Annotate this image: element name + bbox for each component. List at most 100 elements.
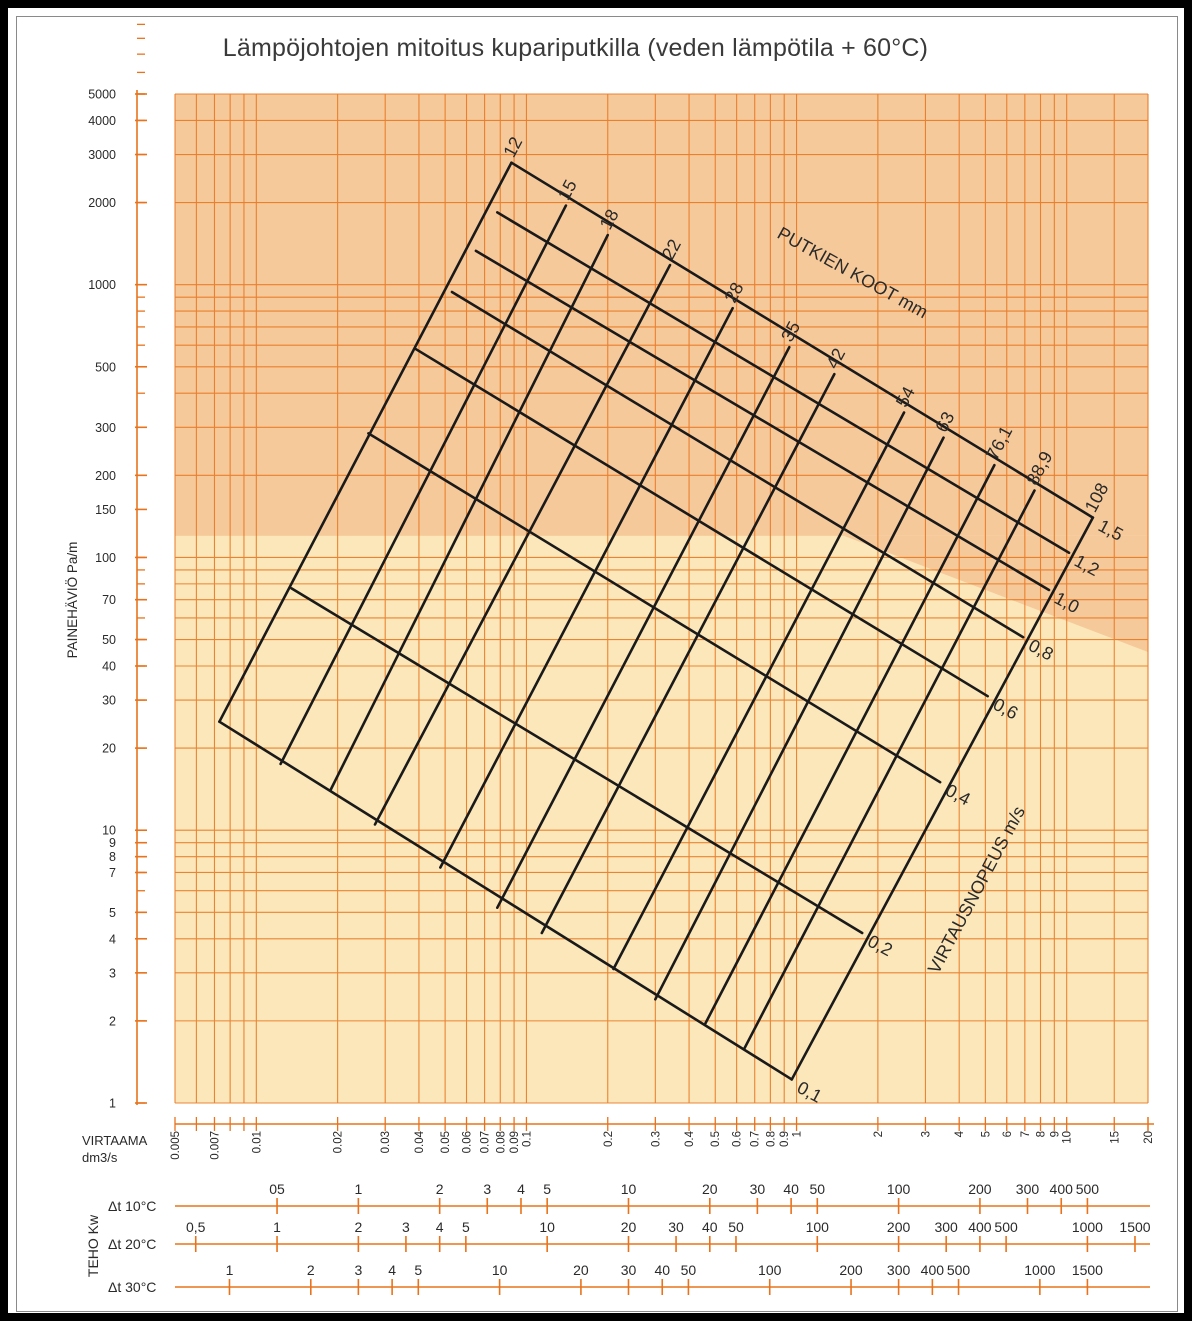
y-tick-label: 300 bbox=[95, 421, 116, 435]
x-tick-label: 0.4 bbox=[684, 1130, 696, 1147]
x-axis-label-line2: dm3/s bbox=[82, 1150, 118, 1165]
velocity-line bbox=[290, 587, 864, 935]
power-tick-label: 20 bbox=[702, 1181, 718, 1197]
x-tick-label: 2 bbox=[873, 1131, 885, 1137]
power-tick-label: 10 bbox=[539, 1219, 555, 1235]
x-tick-label: 7 bbox=[1020, 1131, 1032, 1137]
power-tick-label: 30 bbox=[668, 1219, 684, 1235]
x-tick-label: 0.5 bbox=[710, 1131, 722, 1147]
y-tick-label: 500 bbox=[95, 360, 116, 374]
power-tick-label: 10 bbox=[492, 1262, 508, 1278]
power-tick-label: 5 bbox=[414, 1262, 422, 1278]
power-tick-label: 100 bbox=[806, 1219, 830, 1235]
x-tick-label: 0.8 bbox=[765, 1131, 777, 1147]
y-tick-label: 50 bbox=[102, 633, 116, 647]
power-tick-label: 1500 bbox=[1119, 1219, 1150, 1235]
x-tick-label: 20 bbox=[1143, 1131, 1155, 1144]
power-tick-label: 0,5 bbox=[186, 1219, 206, 1235]
nomogram bbox=[218, 161, 1095, 1081]
x-tick-label: 4 bbox=[954, 1130, 966, 1137]
x-tick-label: 0.03 bbox=[380, 1131, 392, 1153]
power-tick-label: 400 bbox=[921, 1262, 945, 1278]
power-tick-label: 3 bbox=[402, 1219, 410, 1235]
power-tick-label: 4 bbox=[436, 1219, 444, 1235]
x-tick-label: 5 bbox=[980, 1131, 992, 1137]
power-tick-label: 20 bbox=[573, 1262, 589, 1278]
power-tick-label: 300 bbox=[934, 1219, 958, 1235]
y-tick-label: 40 bbox=[102, 659, 116, 673]
pipe-size-line bbox=[612, 411, 906, 971]
power-tick-label: 4 bbox=[388, 1262, 396, 1278]
y-tick-label: 4000 bbox=[88, 114, 116, 128]
power-tick-label: 50 bbox=[728, 1219, 744, 1235]
y-tick-label: 3000 bbox=[88, 148, 116, 162]
pipe-size-line bbox=[790, 516, 1095, 1081]
y-tick-label: 7 bbox=[109, 866, 116, 880]
power-tick-label: 3 bbox=[354, 1262, 362, 1278]
y-tick-label: 1000 bbox=[88, 278, 116, 292]
x-tick-label: 3 bbox=[920, 1131, 932, 1137]
grid bbox=[174, 93, 1149, 1104]
power-tick-label: 500 bbox=[994, 1219, 1018, 1235]
power-tick-label: 100 bbox=[887, 1181, 911, 1197]
power-tick-label: 400 bbox=[1050, 1181, 1074, 1197]
y-axis-label: PAINEHÄVIÖ Pa/m bbox=[65, 542, 80, 659]
y-tick-label: 70 bbox=[102, 593, 116, 607]
y-tick-label: 10 bbox=[102, 824, 116, 838]
power-tick-label: 1 bbox=[273, 1219, 281, 1235]
power-tick-label: 300 bbox=[887, 1262, 911, 1278]
pipe-size-line bbox=[218, 161, 513, 723]
power-tick-label: 1 bbox=[354, 1181, 362, 1197]
velocity-line bbox=[414, 347, 989, 698]
power-tick-label: 100 bbox=[758, 1262, 782, 1278]
x-tick-label: 0.08 bbox=[495, 1131, 507, 1153]
power-tick-label: 40 bbox=[783, 1181, 799, 1197]
power-tick-label: 2 bbox=[436, 1181, 444, 1197]
power-tick-label: 500 bbox=[1076, 1181, 1100, 1197]
pipe-size-line bbox=[742, 489, 1036, 1051]
x-tick-label: 0.06 bbox=[462, 1131, 474, 1153]
power-tick-label: 200 bbox=[839, 1262, 863, 1278]
velocity-line bbox=[450, 290, 1025, 639]
power-tick-label: 10 bbox=[621, 1181, 637, 1197]
power-tick-label: 30 bbox=[621, 1262, 637, 1278]
power-tick-label: 1500 bbox=[1072, 1262, 1103, 1278]
pipe-size-line bbox=[373, 263, 672, 826]
plot-background-wedge bbox=[844, 535, 1148, 653]
velocity-line bbox=[510, 161, 1095, 519]
pipe-size-line bbox=[654, 436, 945, 1001]
x-tick-label: 1 bbox=[792, 1131, 804, 1137]
power-scale-label: Δt 30°C bbox=[108, 1279, 156, 1295]
power-tick-label: 40 bbox=[702, 1219, 718, 1235]
power-tick-label: 200 bbox=[968, 1181, 992, 1197]
power-scale-row: Δt 30°C 1 2 3 4 5 10 20 30 40 50 100 200 300 400 500 100… bbox=[108, 1262, 1150, 1295]
power-scale-row: Δt 10°C 05 1 2 3 4 5 10 20 30 40 50 100 200 300 400 500 bbox=[108, 1181, 1150, 1214]
x-tick-label: 0.005 bbox=[170, 1131, 182, 1160]
x-tick-label: 0.02 bbox=[333, 1131, 345, 1153]
velocity-line bbox=[218, 720, 794, 1081]
y-tick-label: 200 bbox=[95, 469, 116, 483]
power-tick-label: 1 bbox=[226, 1262, 234, 1278]
velocity-line bbox=[495, 211, 1071, 555]
x-tick-label: 0.6 bbox=[732, 1131, 744, 1147]
power-scale-row: Δt 20°C 0,5 1 2 3 4 5 10 20 30 40 50 100 200 300 400 500… bbox=[108, 1219, 1151, 1252]
pipe-size-line bbox=[540, 372, 836, 935]
x-tick-label: 0.07 bbox=[480, 1131, 492, 1153]
x-tick-label: 10 bbox=[1062, 1131, 1074, 1144]
pipe-size-line bbox=[279, 204, 568, 766]
plot-background-upper bbox=[175, 94, 1148, 536]
y-tick-label: 2000 bbox=[88, 196, 116, 210]
power-tick-label: 20 bbox=[621, 1219, 637, 1235]
power-tick-label: 2 bbox=[307, 1262, 315, 1278]
x-tick-label: 0.1 bbox=[521, 1131, 533, 1147]
x-tick-label: 0.01 bbox=[251, 1131, 263, 1153]
power-tick-label: 200 bbox=[887, 1219, 911, 1235]
x-axis-label-line1: VIRTAAMA bbox=[82, 1133, 148, 1148]
y-tick-label: 9 bbox=[109, 836, 116, 850]
power-tick-label: 5 bbox=[462, 1219, 470, 1235]
y-tick-label: 100 bbox=[95, 551, 116, 565]
power-tick-label: 500 bbox=[947, 1262, 971, 1278]
y-tick-label: 20 bbox=[102, 742, 116, 756]
x-tick-label: 0.9 bbox=[779, 1131, 791, 1147]
